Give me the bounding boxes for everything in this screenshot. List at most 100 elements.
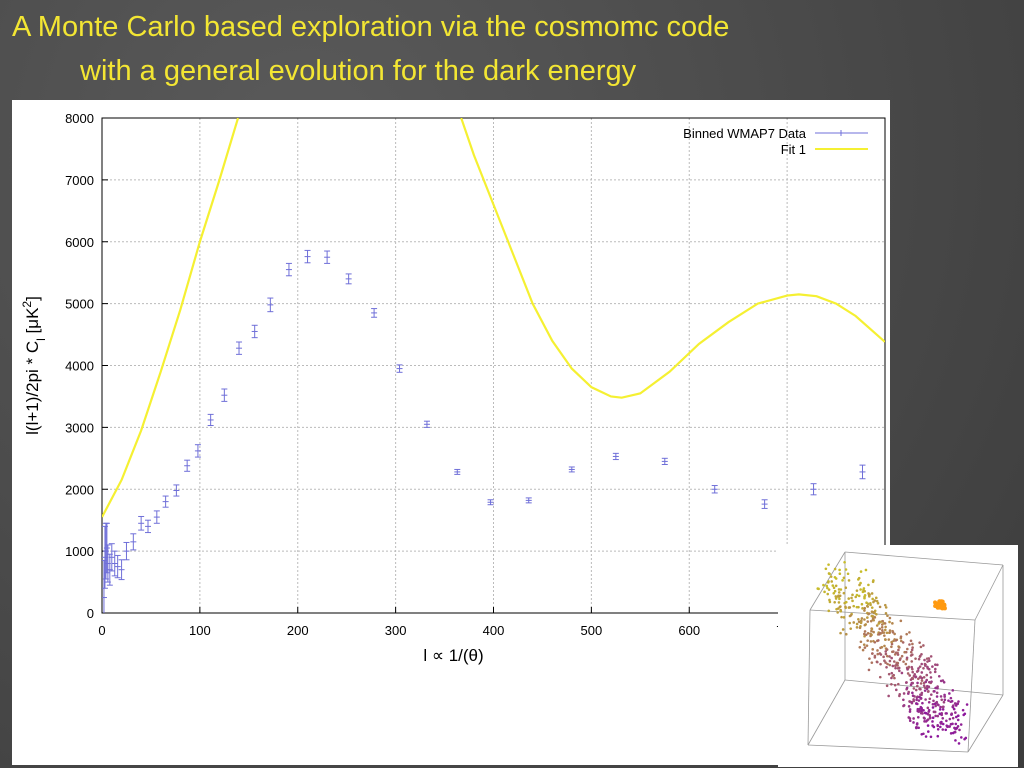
inset-dot	[828, 598, 831, 602]
inset-dot	[878, 627, 882, 631]
inset-dot	[908, 710, 912, 713]
inset-dot	[836, 611, 839, 614]
slide-title: with a general evolution for the dark en…	[79, 55, 637, 87]
inset-dot	[934, 704, 937, 708]
y-tick-label: 5000	[65, 297, 94, 312]
inset-dot	[898, 669, 901, 673]
inset-dot	[888, 620, 891, 624]
inset-dot	[833, 575, 837, 579]
error-point	[173, 484, 180, 497]
inset-dot	[866, 616, 869, 619]
inset-dot	[922, 716, 926, 720]
inset-dot	[915, 698, 918, 702]
inset-dot	[942, 680, 946, 684]
inset-dot	[883, 634, 886, 637]
inset-dot	[924, 698, 927, 701]
inset-dot	[933, 670, 937, 674]
inset-dot	[876, 652, 880, 656]
inset-box-edge	[967, 694, 1004, 753]
inset-dot	[887, 638, 891, 641]
inset-dot	[951, 722, 954, 726]
inset-dot	[951, 704, 955, 707]
inset-dot	[894, 688, 898, 692]
x-tick-label: 600	[678, 623, 700, 638]
plot-area	[102, 118, 885, 613]
error-point	[267, 297, 274, 313]
inset-dot	[875, 660, 879, 664]
inset-dot	[892, 660, 896, 663]
inset-dot	[935, 691, 939, 695]
inset-dot	[861, 648, 865, 652]
inset-dot	[939, 679, 943, 683]
inset-dot	[908, 717, 912, 720]
inset-dot	[899, 639, 903, 643]
inset-dot	[961, 708, 965, 712]
inset-dot	[957, 742, 961, 745]
inset-dot	[891, 674, 895, 678]
inset-dot	[860, 617, 864, 620]
inset-dot	[885, 631, 889, 635]
inset-dot	[956, 718, 960, 722]
inset-dot	[919, 645, 923, 649]
inset-dot	[950, 699, 954, 703]
inset-dot	[902, 660, 905, 663]
error-point	[711, 485, 718, 494]
inset-dot	[921, 701, 924, 705]
inset-dot	[953, 726, 956, 730]
inset-dot	[844, 568, 848, 571]
inset-dot	[870, 592, 874, 595]
inset-dot	[888, 659, 892, 663]
inset-dot	[895, 661, 899, 665]
inset-dot	[954, 739, 957, 742]
inset-box-edge	[844, 551, 1004, 566]
inset-dot	[868, 595, 871, 598]
inset-dot	[927, 730, 930, 733]
inset-dot	[890, 642, 894, 646]
error-point	[221, 388, 228, 402]
inset-dot	[871, 615, 875, 618]
inset-dot	[878, 605, 882, 609]
inset-dot	[948, 717, 952, 721]
inset-dot	[832, 591, 836, 595]
inset-dot	[883, 603, 887, 607]
inset-dot	[925, 687, 929, 691]
inset-dot	[950, 712, 953, 716]
inset-dot	[887, 672, 891, 676]
inset-dot	[915, 722, 919, 725]
inset-dot	[890, 671, 894, 675]
inset-dot	[871, 648, 875, 651]
inset-dot	[837, 591, 841, 594]
inset-dot	[858, 646, 862, 649]
inset-dot	[911, 681, 915, 685]
inset-dot	[883, 622, 887, 625]
inset-dot	[945, 712, 948, 715]
inset-dot	[944, 728, 948, 732]
inset-dot	[834, 584, 838, 588]
inset-dot	[945, 719, 948, 723]
inset-dot	[904, 662, 908, 666]
inset-dot	[931, 665, 934, 668]
inset-dot	[938, 708, 942, 711]
inset-dot	[842, 591, 846, 595]
inset-dot	[920, 708, 924, 712]
inset-dot	[922, 684, 926, 687]
inset-dot	[908, 708, 912, 711]
error-point	[761, 499, 768, 509]
inset-dot	[919, 693, 922, 696]
inset-dot	[940, 712, 944, 715]
inset-dot	[817, 587, 820, 591]
error-point	[145, 519, 152, 534]
inset-dot	[825, 584, 829, 588]
inset-dot	[871, 580, 875, 584]
inset-dot	[916, 715, 920, 719]
inset-dot	[934, 663, 937, 666]
inset-dot	[941, 722, 945, 726]
inset-dot	[936, 714, 940, 718]
inset-dot	[888, 616, 892, 620]
inset-dot	[869, 619, 873, 623]
inset-dot	[850, 596, 853, 600]
inset-dot	[941, 705, 945, 709]
inset-dot	[926, 718, 930, 721]
inset-dot	[914, 657, 917, 660]
